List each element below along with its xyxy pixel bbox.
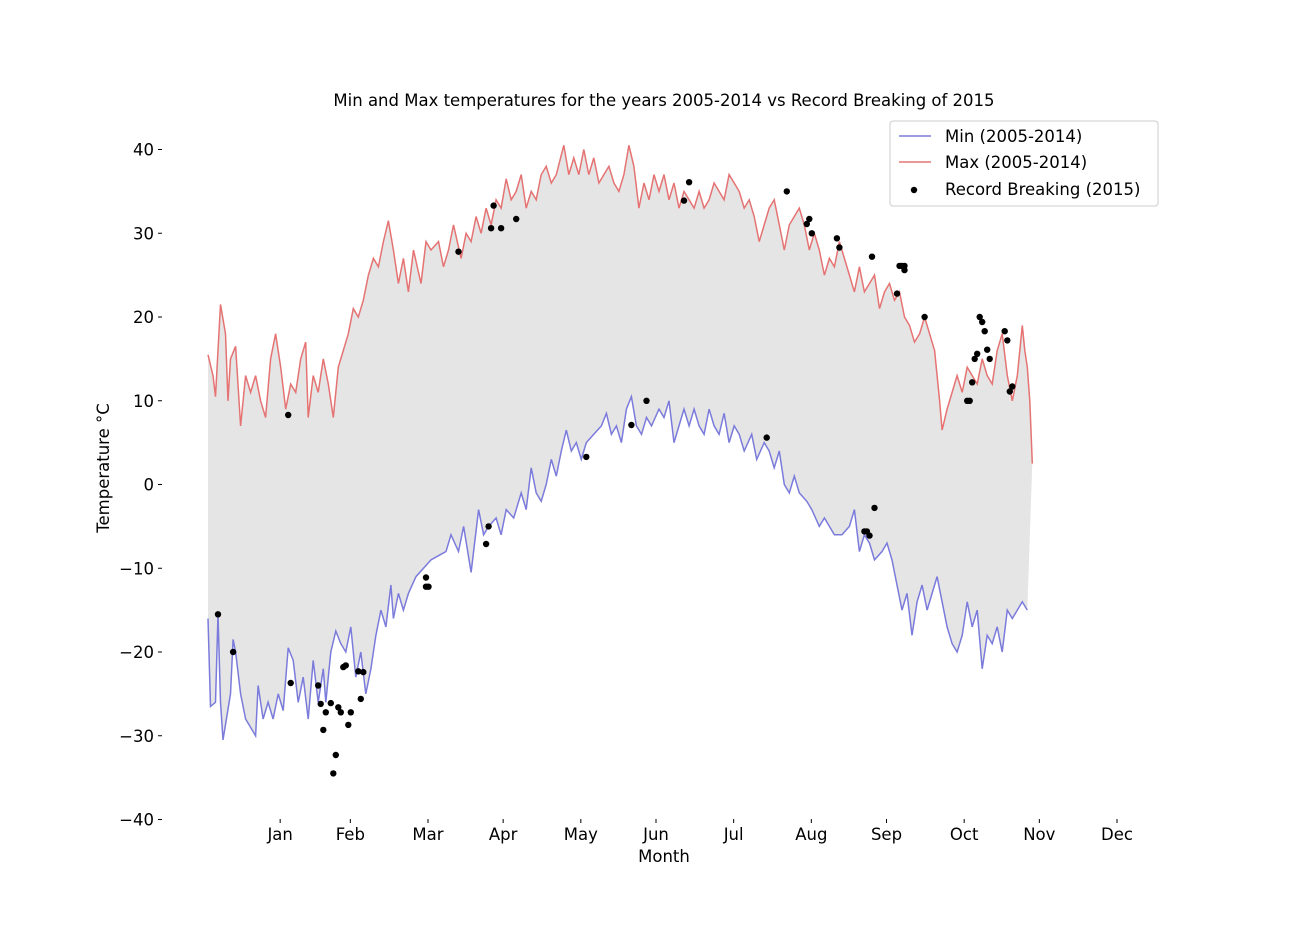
x-tick-label: Mar — [412, 825, 443, 844]
record-point — [332, 751, 339, 759]
record-point — [680, 197, 688, 204]
legend-label: Record Breaking (2015) — [945, 180, 1140, 199]
record-point — [335, 704, 342, 711]
record-point — [1004, 337, 1011, 344]
x-tick-label: Dec — [1101, 825, 1133, 844]
record-point — [583, 453, 590, 461]
y-tick-label: 20 — [133, 308, 154, 327]
chart-title: Min and Max temperatures for the years 2… — [333, 91, 994, 110]
record-point — [487, 225, 495, 232]
record-point — [979, 318, 986, 326]
legend-label: Max (2005-2014) — [945, 153, 1087, 172]
record-point — [1001, 328, 1008, 335]
chart-legend: Min (2005-2014) Max (2005-2014) Record Bre… — [889, 120, 1159, 207]
record-point — [833, 235, 841, 242]
record-point — [490, 202, 497, 209]
record-point — [322, 709, 329, 716]
y-tick-label: 0 — [144, 476, 155, 495]
record-point — [287, 679, 294, 687]
x-tick-label: Aug — [795, 825, 827, 844]
record-point — [355, 668, 362, 675]
record-point — [214, 611, 222, 618]
x-tick-label: Sep — [871, 825, 902, 844]
y-tick-label: −20 — [119, 643, 154, 662]
record-point — [455, 248, 462, 255]
record-point — [1009, 383, 1016, 390]
x-axis: Jan Feb Mar Apr May Jun Jul Aug Sep Oct Nov Dec — [266, 819, 1133, 844]
x-tick-label: Apr — [489, 825, 518, 844]
record-point — [345, 721, 352, 729]
min-max-fill-area — [208, 145, 1033, 740]
record-point — [971, 355, 978, 363]
record-point — [482, 540, 490, 548]
record-point — [966, 397, 973, 404]
record-point — [485, 523, 492, 530]
min-series-line — [207, 393, 1028, 741]
x-tick-label: Jan — [266, 825, 292, 844]
record-point — [1006, 388, 1013, 395]
record-point — [986, 355, 993, 363]
record-point — [229, 648, 237, 656]
record-point — [901, 266, 908, 274]
series-lines — [207, 145, 1034, 741]
fill-between-area — [208, 145, 1033, 740]
record-point — [342, 662, 349, 669]
x-tick-label: Jun — [642, 825, 669, 844]
legend-marker-record — [910, 186, 918, 194]
y-tick-label: 30 — [133, 224, 154, 243]
x-tick-label: Feb — [336, 825, 365, 844]
record-point — [317, 700, 324, 708]
record-point — [969, 379, 976, 386]
record-point — [685, 179, 693, 186]
x-tick-label: Jul — [723, 825, 744, 844]
record-point — [836, 244, 843, 251]
y-tick-label: 40 — [133, 141, 154, 160]
record-point — [513, 215, 520, 223]
y-tick-label: −30 — [119, 727, 154, 746]
record-point — [984, 346, 991, 353]
y-tick-label: −10 — [119, 559, 154, 578]
x-tick-label: Nov — [1023, 825, 1055, 844]
record-point — [285, 411, 292, 419]
x-tick-label: May — [564, 825, 598, 844]
record-point — [360, 668, 367, 676]
record-point — [425, 583, 432, 590]
record-point — [893, 290, 901, 297]
record-point — [327, 699, 334, 707]
record-point — [763, 434, 770, 441]
record-point — [803, 220, 810, 228]
record-point — [357, 695, 364, 703]
record-point — [866, 532, 873, 539]
record-point — [974, 350, 981, 357]
record-point — [808, 230, 815, 237]
record-point — [497, 225, 505, 232]
x-tick-label: Oct — [950, 825, 979, 844]
record-point — [315, 682, 322, 689]
record-point — [981, 328, 988, 335]
record-point — [976, 313, 983, 321]
record-breaking-points — [214, 179, 1016, 777]
record-point — [337, 709, 344, 716]
y-tick-label: 10 — [133, 392, 154, 411]
x-axis-label: Month — [638, 847, 690, 866]
record-point — [868, 253, 876, 260]
record-point — [347, 709, 354, 716]
record-point — [330, 770, 337, 777]
record-point — [320, 726, 327, 734]
record-point — [422, 574, 430, 581]
y-axis-label: Temperature °C — [94, 403, 113, 534]
y-tick-label: −40 — [119, 811, 154, 830]
legend-label: Min (2005-2014) — [945, 127, 1082, 146]
record-point — [628, 421, 635, 429]
y-axis: −40 −30 −20 −10 0 10 20 30 40 — [119, 141, 162, 830]
record-point — [643, 397, 650, 404]
record-point — [783, 188, 790, 195]
record-point — [806, 215, 813, 223]
max-series-line — [207, 145, 1034, 464]
legend-box — [889, 120, 1159, 207]
record-point — [921, 313, 928, 321]
record-point — [871, 504, 878, 512]
